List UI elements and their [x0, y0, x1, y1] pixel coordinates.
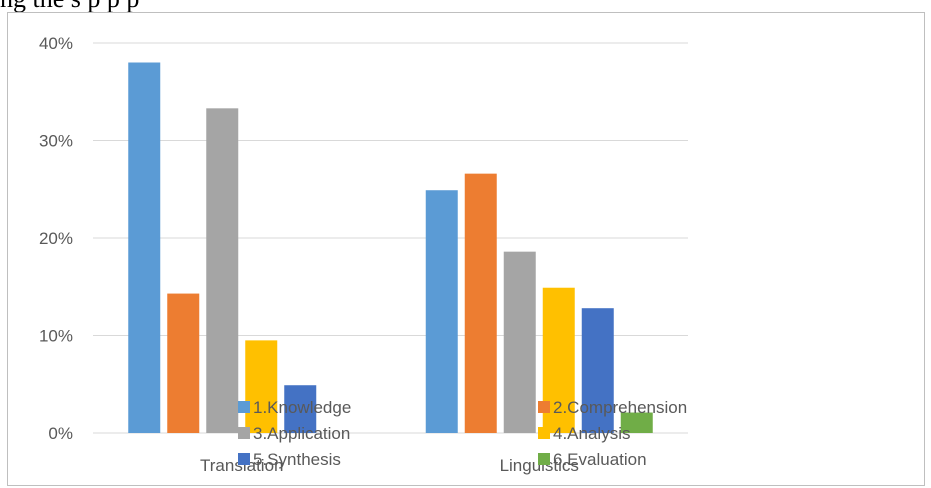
legend-swatch [238, 401, 250, 413]
chart-area: 0% 10% 20% 30% 40% Translation Linguistics 1.K… [7, 12, 925, 486]
bar [503, 251, 536, 433]
y-tick-label: 20% [39, 229, 73, 248]
legend-entry: 2.Comprehension [553, 398, 687, 417]
header-text-fragment: ng the s p p p [0, 0, 931, 14]
legend-entry: 5.Synthesis [253, 450, 341, 469]
bar [167, 293, 200, 433]
y-tick-label: 0% [48, 424, 73, 443]
bar [245, 340, 278, 433]
bar [128, 62, 161, 433]
legend-swatch [238, 427, 250, 439]
bar [206, 108, 239, 433]
legend-swatch [538, 427, 550, 439]
bar [581, 308, 614, 433]
y-tick-label: 30% [39, 132, 73, 151]
bar [425, 190, 458, 433]
legend: 1.Knowledge 2.Comprehension 3.Application 4… [238, 398, 687, 469]
y-tick-label: 40% [39, 34, 73, 53]
legend-entry: 4.Analysis [553, 424, 630, 443]
y-tick-label: 10% [39, 327, 73, 346]
x-category-label: Translation [200, 456, 283, 475]
x-category-label: Linguistics [500, 456, 579, 475]
bar-chart: 0% 10% 20% 30% 40% Translation Linguistics 1.K… [39, 34, 688, 475]
bar [284, 385, 317, 433]
legend-swatch [238, 453, 250, 465]
bar [620, 412, 653, 433]
legend-swatch [538, 401, 550, 413]
legend-entry: 3.Application [253, 424, 350, 443]
legend-entry: 6.Evaluation [553, 450, 647, 469]
legend-swatch [538, 453, 550, 465]
legend-entry: 1.Knowledge [253, 398, 351, 417]
bars [128, 62, 653, 433]
bar [464, 173, 497, 433]
axis-labels: 0% 10% 20% 30% 40% Translation Linguistics [39, 34, 579, 475]
